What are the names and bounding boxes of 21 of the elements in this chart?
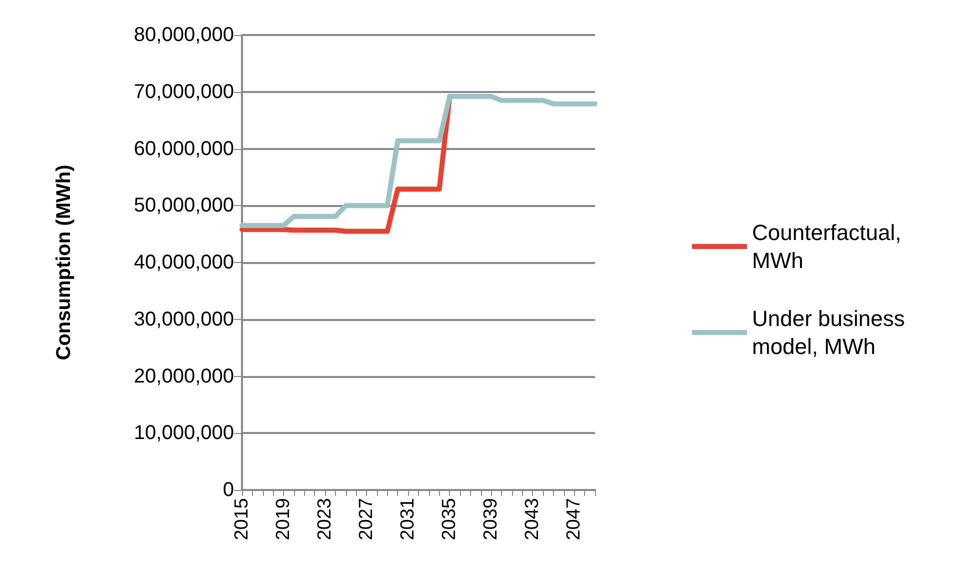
y-tick-label: 30,000,000	[134, 308, 234, 330]
y-tick-label: 20,000,000	[134, 365, 234, 388]
x-tick-label: 2039	[480, 498, 502, 540]
y-axis-title: Consumption (MWh)	[53, 164, 75, 360]
x-tick-label: 2015	[232, 498, 252, 540]
x-tick-label: 2023	[314, 498, 336, 540]
y-tick-label: 60,000,000	[134, 138, 234, 160]
y-tick-label: 80,000,000	[134, 24, 234, 46]
y-tick-label: 10,000,000	[134, 422, 234, 444]
y-tick-label: 40,000,000	[134, 252, 234, 274]
x-tick-label: 2031	[398, 498, 419, 540]
y-tick-label: 70,000,000	[134, 80, 234, 103]
y-tick-label: 50,000,000	[134, 194, 234, 217]
x-tick-label: 2027	[356, 498, 378, 540]
y-tick-label: 0	[222, 479, 234, 501]
legend-label: Under business model, MWh	[752, 306, 911, 359]
x-tick-label: 2035	[439, 498, 460, 540]
x-tick-label: 2047	[564, 498, 585, 540]
x-tick-label: 2043	[522, 498, 544, 540]
x-tick-label: 2019	[273, 498, 294, 540]
legend-label: Counterfactual, MWh	[752, 220, 908, 273]
